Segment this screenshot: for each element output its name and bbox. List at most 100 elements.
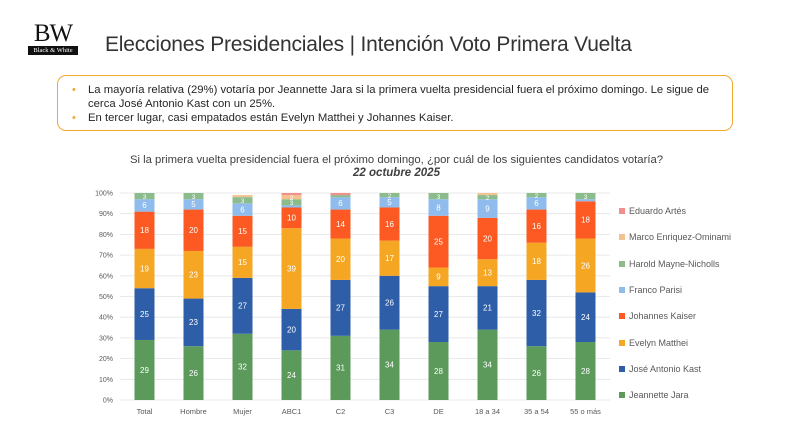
bar-segment xyxy=(134,288,155,340)
bar-segment xyxy=(477,259,498,287)
bar-segment xyxy=(379,197,400,208)
x-tick-label: ABC1 xyxy=(282,407,302,416)
data-label: 2 xyxy=(388,193,392,200)
bar-segment xyxy=(379,193,400,198)
y-axis: 0% 10% 20% 30% 40% 50% 60% 70% 80% 90% 100% xyxy=(95,191,113,405)
data-label: 13 xyxy=(483,268,492,277)
bar-segment xyxy=(526,197,547,210)
bar-segment xyxy=(134,211,155,249)
x-axis: Total Hombre Mujer ABC1 C2 C3 DE 18 a 34 35 a 54… xyxy=(137,407,602,416)
legend-swatch xyxy=(619,313,625,320)
bar-segment xyxy=(477,193,498,196)
bar-segment xyxy=(428,342,449,400)
legend-label: Evelyn Matthei xyxy=(629,337,689,348)
x-tick-label: Mujer xyxy=(233,407,252,416)
bar-segment xyxy=(183,250,204,299)
data-label: 39 xyxy=(287,264,296,273)
bar-segment xyxy=(477,286,498,330)
data-label: 3 xyxy=(192,194,196,201)
data-label: 9 xyxy=(485,204,490,213)
x-tick-label: Total xyxy=(137,407,153,416)
data-label: 20 xyxy=(336,255,345,264)
summary-bullet: La mayoría relativa (29%) votaría por Je… xyxy=(72,83,720,111)
data-label: 5 xyxy=(191,200,196,209)
data-label: 26 xyxy=(532,369,541,378)
data-label: 3 xyxy=(143,194,147,201)
bar-segment xyxy=(575,193,596,200)
data-label: 23 xyxy=(189,318,198,327)
y-tick-label: 30% xyxy=(99,335,113,342)
data-label: 8 xyxy=(436,203,441,212)
bar-segment xyxy=(428,215,449,268)
bar-segment xyxy=(575,199,596,202)
legend-item: Harold Mayne-Nicholls xyxy=(619,258,720,270)
bar-segment xyxy=(526,242,547,280)
bar-segment xyxy=(281,199,302,206)
bar-stack: 31 27 20 14 6 xyxy=(330,193,351,400)
bar-segment xyxy=(526,279,547,347)
bar-segment xyxy=(232,197,253,204)
bar-stack: 28 27 9 25 8 3 xyxy=(428,193,449,400)
x-tick-label: Hombre xyxy=(180,407,207,416)
data-label: 32 xyxy=(532,309,541,318)
bar-segment xyxy=(281,350,302,400)
bar-segment xyxy=(477,329,498,400)
y-tick-label: 40% xyxy=(99,315,113,322)
bar-segment xyxy=(232,277,253,334)
data-label: 20 xyxy=(483,234,492,243)
bar-stack: 32 27 15 15 63 xyxy=(232,195,253,400)
bar-segment xyxy=(526,193,547,198)
x-tick-label: DE xyxy=(433,407,443,416)
legend-swatch xyxy=(619,286,625,293)
bar-segment xyxy=(281,195,302,200)
bar-stack: 24 20 39 10 32 xyxy=(281,193,302,400)
data-label: 32 xyxy=(238,363,247,372)
bar-segment xyxy=(428,199,449,216)
data-label: 26 xyxy=(385,299,394,308)
data-label: 25 xyxy=(140,310,149,319)
data-label: 34 xyxy=(483,361,492,370)
bar-segment xyxy=(477,199,498,218)
bar-segment xyxy=(330,238,351,280)
legend-label: Jeannette Jara xyxy=(629,390,689,401)
x-tick-label: 55 o más xyxy=(570,407,601,416)
bar-segment xyxy=(575,201,596,239)
data-label: 18 xyxy=(581,216,590,225)
x-tick-label: C2 xyxy=(336,407,346,416)
bar-segment xyxy=(281,308,302,351)
data-label: 26 xyxy=(581,261,590,270)
bar-segment xyxy=(575,342,596,400)
bar-segment xyxy=(232,215,253,247)
bar-segment xyxy=(183,193,204,200)
data-label: 6 xyxy=(534,199,539,208)
data-label: 6 xyxy=(142,201,147,210)
legend-swatch xyxy=(619,392,625,399)
bar-stack: 26 23 23 20 53 xyxy=(183,193,204,400)
bar-segment xyxy=(330,209,351,239)
page-title: Elecciones Presidenciales | Intención Vo… xyxy=(105,33,632,56)
brand-logo: BW Black & White xyxy=(27,21,79,57)
data-label: 14 xyxy=(336,220,345,229)
x-tick-label: C3 xyxy=(385,407,395,416)
legend-swatch xyxy=(619,234,625,241)
bar-segment xyxy=(281,207,302,229)
bar-segment xyxy=(134,248,155,289)
legend-item: Franco Parisi xyxy=(619,284,682,296)
logo-text: BW xyxy=(33,20,73,47)
data-label: 3 xyxy=(584,194,588,201)
data-label: 17 xyxy=(385,254,394,263)
bar-stack: 28 24 26 18 3 xyxy=(575,193,596,400)
data-label: 2 xyxy=(486,195,490,202)
legend-label: Marco Enriquez-Ominami xyxy=(629,232,732,243)
legend-swatch xyxy=(619,339,625,346)
logo-subtext: Black & White xyxy=(28,46,78,55)
data-label: 15 xyxy=(238,258,247,267)
data-label: 6 xyxy=(240,205,245,214)
bar-segment xyxy=(134,339,155,400)
legend-label: Harold Mayne-Nicholls xyxy=(629,258,720,269)
bar-segment xyxy=(477,195,498,200)
x-tick-label: 35 a 54 xyxy=(524,407,549,416)
data-label: 16 xyxy=(385,220,394,229)
bar-stack: 26 32 18 16 62 xyxy=(526,193,547,400)
